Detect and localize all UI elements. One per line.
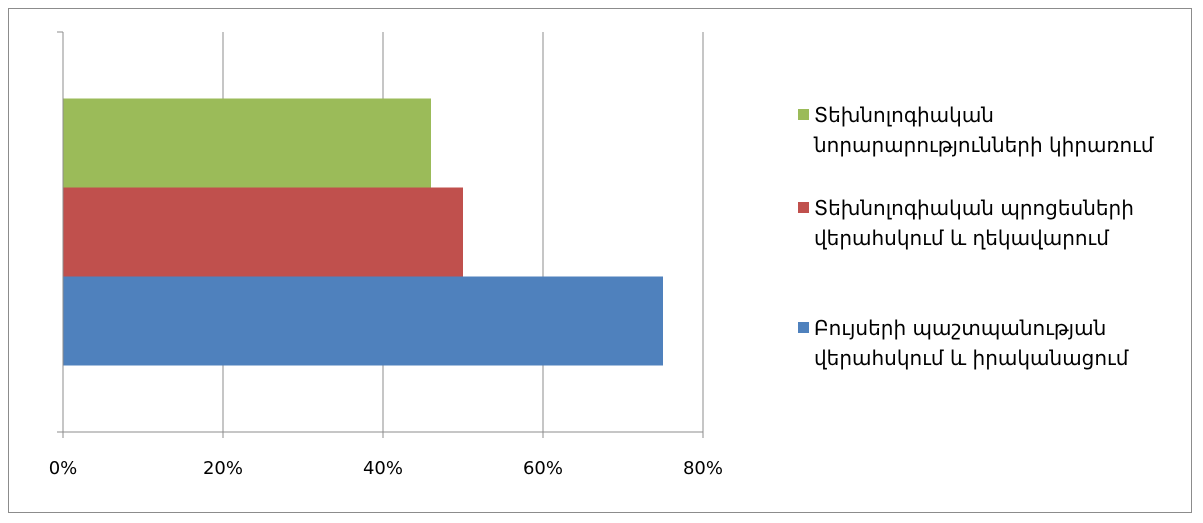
legend-label: Բույսերի պաշտպանության վերահսկում և իրակ… [814,316,1129,370]
legend-label: Տեխնոլոգիական պրոցեսների վերահսկում և ղե… [814,196,1134,250]
legend-label: Տեխնոլոգիական նորարարությունների կիրառու… [814,103,1154,157]
x-tick-label: 80% [683,458,723,479]
legend-swatch-red [798,202,809,213]
bar [63,98,431,188]
legend: Տեխնոլոգիական նորարարությունների կիրառու… [798,0,1188,523]
x-tick-label: 20% [203,458,243,479]
x-tick-label: 40% [363,458,403,479]
bar [63,187,463,277]
bars [63,98,663,366]
axes [57,31,704,438]
legend-swatch-green [798,109,809,120]
tick-labels: 0% 20% 40% 60% 80% [49,458,723,479]
x-tick-label: 60% [523,458,563,479]
legend-swatch-blue [798,322,809,333]
bar [63,276,663,366]
x-tick-label: 0% [49,458,78,479]
